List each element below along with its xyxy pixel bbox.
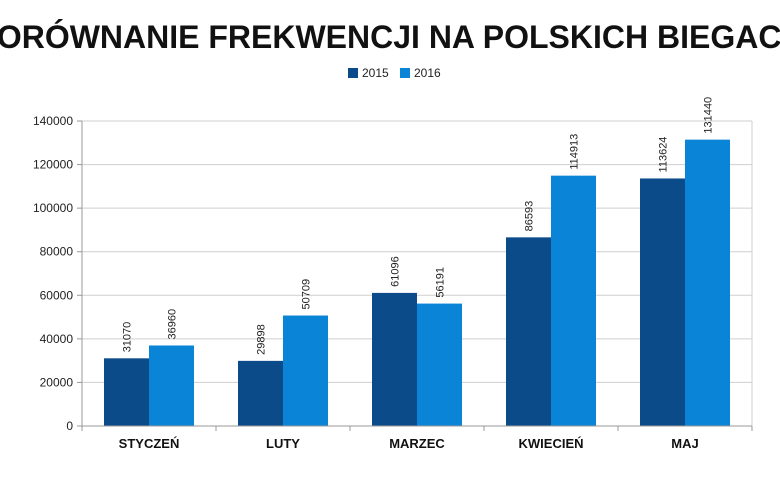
y-tick-label: 120000 (33, 158, 73, 172)
x-tick-label: MAJ (671, 436, 698, 451)
x-tick-label: KWIECIEŃ (519, 436, 584, 451)
bar-2015-1 (104, 358, 149, 426)
legend-label-2016: 2016 (414, 66, 441, 80)
value-label-2015-2: 29898 (256, 324, 268, 355)
bar-2015-4 (506, 237, 551, 426)
x-axis: STYCZEŃ LUTY MARZEC KWIECIEŃ MAJ (81, 425, 753, 451)
value-label-2016-3: 56191 (435, 267, 447, 298)
x-tick-label: STYCZEŃ (119, 436, 180, 451)
y-tick-label: 100000 (33, 201, 73, 215)
x-tick-label: LUTY (266, 436, 300, 451)
legend-label-2015: 2015 (362, 66, 389, 80)
bar-2016-1 (149, 345, 194, 426)
x-tick-label: MARZEC (389, 436, 445, 451)
value-label-2015-3: 61096 (390, 256, 402, 287)
legend-swatch-2016 (400, 68, 410, 78)
bar-2015-3 (372, 292, 417, 426)
y-tick-label: 0 (66, 419, 73, 433)
value-label-2015-1: 31070 (122, 322, 134, 353)
bar-2016-2 (283, 315, 328, 426)
value-label-2015-5: 113624 (658, 137, 670, 173)
value-labels: 31070 36960 29898 50709 61096 56191 86593 11491… (122, 97, 715, 355)
bars (104, 139, 730, 427)
y-tick-label: 40000 (40, 332, 74, 346)
bar-2016-4 (551, 175, 596, 426)
y-axis: 0 20000 40000 60000 80000 100000 120000 140000 (33, 114, 83, 433)
legend: 2015 2016 (348, 66, 441, 80)
y-tick-label: 60000 (40, 288, 74, 302)
value-label-2016-1: 36960 (167, 309, 179, 340)
bar-2015-2 (238, 360, 283, 426)
bar-2015-5 (640, 178, 685, 426)
bar-2016-5 (685, 139, 730, 427)
legend-swatch-2015 (348, 68, 358, 78)
value-label-2016-2: 50709 (301, 279, 313, 310)
value-label-2016-5: 131440 (703, 97, 715, 134)
y-tick-label: 80000 (40, 245, 74, 259)
y-tick-label: 20000 (40, 375, 74, 389)
chart-title: PORÓWNANIE FREKWENCJI NA POLSKICH BIEGAC… (0, 19, 780, 55)
y-tick-label: 140000 (33, 114, 73, 128)
value-label-2016-4: 114913 (569, 134, 581, 170)
value-label-2015-4: 86593 (524, 201, 536, 232)
bar-2016-3 (417, 303, 462, 426)
